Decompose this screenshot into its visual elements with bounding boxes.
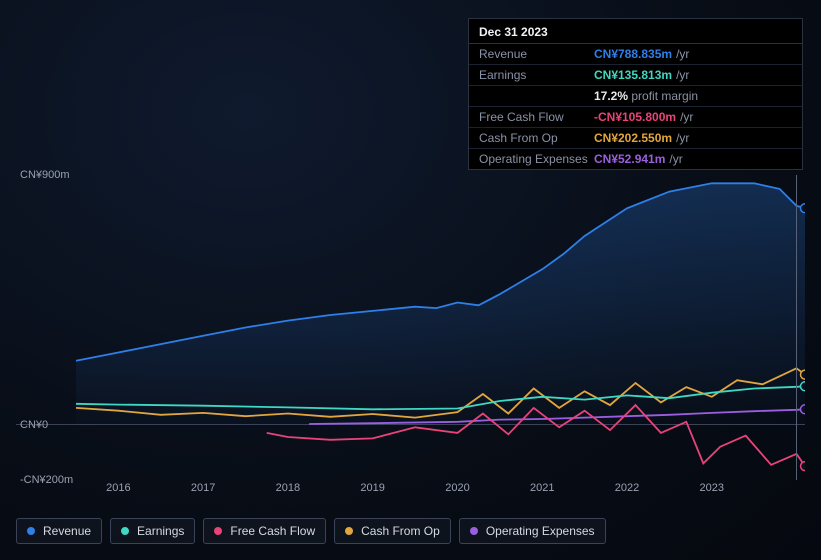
legend-item-earnings[interactable]: Earnings [110, 518, 195, 544]
tooltip-label: Cash From Op [479, 131, 594, 145]
tooltip-title: Dec 31 2023 [469, 19, 802, 44]
x-axis-label: 2016 [106, 482, 130, 494]
x-axis-label: 2018 [276, 482, 300, 494]
legend-dot [214, 527, 222, 535]
legend-label: Operating Expenses [486, 524, 595, 538]
tooltip-value: CN¥202.550m/yr [594, 131, 689, 145]
legend-label: Free Cash Flow [230, 524, 315, 538]
legend-item-opex[interactable]: Operating Expenses [459, 518, 606, 544]
x-axis-label: 2017 [191, 482, 215, 494]
tooltip-label: Free Cash Flow [479, 110, 594, 124]
tooltip-row: RevenueCN¥788.835m/yr [469, 44, 802, 65]
legend-dot [345, 527, 353, 535]
legend-dot [121, 527, 129, 535]
legend-dot [27, 527, 35, 535]
x-axis-label: 2021 [530, 482, 554, 494]
x-axis-label: 2020 [445, 482, 469, 494]
legend-label: Revenue [43, 524, 91, 538]
tooltip-value: -CN¥105.800m/yr [594, 110, 693, 124]
x-axis-label: 2019 [360, 482, 384, 494]
tooltip-row: Free Cash Flow-CN¥105.800m/yr [469, 107, 802, 128]
tooltip-subrow: 17.2% profit margin [469, 86, 802, 107]
legend-label: Earnings [137, 524, 184, 538]
chart-tooltip: Dec 31 2023 RevenueCN¥788.835m/yrEarning… [468, 18, 803, 170]
tooltip-row: Cash From OpCN¥202.550m/yr [469, 128, 802, 149]
x-axis-label: 2022 [615, 482, 639, 494]
y-axis-label: CN¥0 [20, 419, 48, 431]
legend-item-revenue[interactable]: Revenue [16, 518, 102, 544]
tooltip-label: Earnings [479, 68, 594, 82]
legend-label: Cash From Op [361, 524, 440, 538]
legend-dot [470, 527, 478, 535]
x-axis-label: 2023 [700, 482, 724, 494]
y-axis-label: CN¥900m [20, 169, 70, 181]
legend-item-fcf[interactable]: Free Cash Flow [203, 518, 326, 544]
chart-legend: Revenue Earnings Free Cash Flow Cash From O… [16, 518, 606, 544]
legend-item-cfo[interactable]: Cash From Op [334, 518, 451, 544]
tooltip-value: CN¥788.835m/yr [594, 47, 689, 61]
tooltip-value: CN¥135.813m/yr [594, 68, 689, 82]
tooltip-row: EarningsCN¥135.813m/yr [469, 65, 802, 86]
tooltip-label: Revenue [479, 47, 594, 61]
x-axis-labels: 2016 2017 2018 2019 2020 2021 2022 2023 [16, 482, 805, 502]
financials-chart[interactable]: CN¥900mCN¥0-CN¥200m [16, 160, 805, 500]
